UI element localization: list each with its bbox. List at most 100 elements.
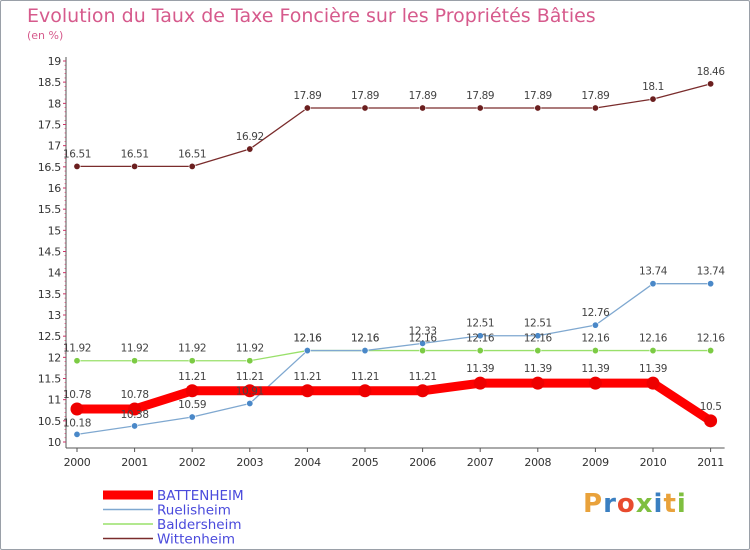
chart-subtitle: (en %): [27, 29, 64, 42]
data-label: 16.92: [236, 131, 264, 143]
data-label: 11.21: [351, 371, 379, 383]
data-label: 12.16: [697, 333, 726, 345]
x-tick-label: 2007: [467, 456, 494, 469]
legend-label: BATTENHEIM: [157, 488, 244, 504]
data-label: 11.39: [524, 363, 552, 375]
x-tick-label: 2004: [294, 456, 321, 469]
point-battenheim: [128, 402, 142, 416]
y-tick-label: 14: [48, 267, 62, 280]
x-tick-label: 2011: [697, 456, 724, 469]
point-wittenheim: [131, 162, 139, 170]
data-label: 18.1: [642, 81, 664, 93]
data-label: 10.5: [700, 401, 722, 413]
data-label: 12.51: [466, 318, 494, 330]
point-battenheim: [70, 402, 84, 416]
data-label: 12.33: [409, 325, 437, 337]
data-label: 13.74: [697, 266, 726, 278]
x-tick-label: 2005: [352, 456, 379, 469]
logo-letter: r: [603, 489, 617, 519]
data-label: 17.89: [466, 90, 494, 102]
data-label: 17.89: [581, 90, 609, 102]
point-wittenheim: [534, 104, 542, 112]
y-tick-label: 14.5: [38, 246, 62, 259]
point-wittenheim: [419, 104, 427, 112]
logo-letter: x: [635, 489, 654, 519]
point-battenheim: [473, 376, 487, 390]
data-label: 13.74: [639, 266, 668, 278]
series-line-ruelisheim: [76, 283, 712, 436]
x-tick-label: 2001: [121, 456, 148, 469]
point-baldersheim: [591, 347, 599, 355]
data-label: 11.92: [236, 343, 264, 355]
point-wittenheim: [188, 162, 196, 170]
data-label: 12.16: [293, 333, 322, 345]
data-label: 17.89: [293, 90, 321, 102]
data-label: 11.21: [293, 371, 321, 383]
point-ruelisheim: [476, 332, 484, 340]
y-tick-label: 10.5: [38, 415, 62, 428]
data-label: 16.51: [178, 148, 206, 160]
data-label: 11.92: [121, 343, 149, 355]
data-label: 12.16: [639, 333, 668, 345]
data-label: 11.21: [178, 371, 206, 383]
point-ruelisheim: [246, 399, 254, 407]
y-tick-label: 13: [48, 309, 62, 322]
x-tick-label: 2006: [409, 456, 436, 469]
y-tick-label: 11: [48, 394, 61, 407]
point-battenheim: [358, 384, 372, 398]
data-label: 11.92: [178, 343, 206, 355]
y-tick-label: 15.5: [38, 203, 62, 216]
data-label: 11.39: [466, 363, 494, 375]
data-label: 17.89: [524, 90, 552, 102]
point-ruelisheim: [361, 347, 369, 355]
point-ruelisheim: [303, 347, 311, 355]
y-tick-label: 11.5: [38, 373, 62, 386]
y-tick-label: 10: [48, 436, 62, 449]
data-label: 12.16: [581, 333, 610, 345]
x-tick-label: 2010: [640, 456, 667, 469]
point-wittenheim: [73, 162, 81, 170]
point-battenheim: [185, 384, 199, 398]
data-label: 16.51: [121, 148, 149, 160]
data-label: 10.18: [63, 417, 91, 429]
y-tick-label: 18.5: [38, 76, 62, 89]
logo-letter: o: [616, 489, 636, 519]
y-tick-label: 12.5: [38, 330, 62, 343]
data-label: 10.78: [121, 389, 149, 401]
data-label: 10.59: [178, 399, 206, 411]
data-label: 16.51: [63, 148, 91, 160]
logo-letter: i: [653, 489, 664, 519]
data-label: 12.51: [524, 318, 552, 330]
point-baldersheim: [476, 347, 484, 355]
data-label: 10.91: [236, 385, 264, 397]
data-label: 11.21: [409, 371, 437, 383]
point-battenheim: [704, 414, 718, 428]
y-tick-label: 15: [48, 224, 62, 237]
logo-letter: P: [583, 489, 604, 519]
x-tick-label: 2002: [179, 456, 206, 469]
point-baldersheim: [73, 357, 81, 365]
x-tick-label: 2000: [64, 456, 91, 469]
x-tick-label: 2003: [236, 456, 263, 469]
point-ruelisheim: [73, 430, 81, 438]
y-tick-label: 13.5: [38, 288, 62, 301]
point-battenheim: [646, 376, 660, 390]
legend-label: Baldersheim: [157, 517, 242, 533]
point-baldersheim: [419, 347, 427, 355]
point-wittenheim: [476, 104, 484, 112]
point-battenheim: [300, 384, 314, 398]
point-baldersheim: [131, 357, 139, 365]
point-battenheim: [588, 376, 602, 390]
point-battenheim: [416, 384, 430, 398]
logo-letter: t: [663, 489, 677, 519]
point-ruelisheim: [591, 321, 599, 329]
y-tick-label: 17: [48, 140, 62, 153]
data-label: 12.16: [409, 333, 438, 345]
legend-label: Wittenheim: [157, 532, 235, 548]
data-label: 17.89: [409, 90, 437, 102]
point-wittenheim: [649, 95, 657, 103]
data-label: 10.38: [121, 409, 149, 421]
data-label: 11.92: [63, 343, 91, 355]
data-label: 12.76: [581, 307, 610, 319]
data-label: 11.39: [581, 363, 609, 375]
